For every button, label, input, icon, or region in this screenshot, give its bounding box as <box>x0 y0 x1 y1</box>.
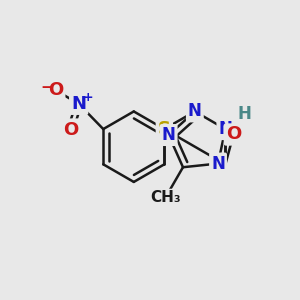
Text: −: − <box>40 80 53 95</box>
Text: N: N <box>218 120 232 138</box>
Text: O: O <box>63 121 78 139</box>
Text: +: + <box>82 91 93 104</box>
Text: CH₃: CH₃ <box>150 190 181 205</box>
Text: N: N <box>188 102 202 120</box>
Text: O: O <box>48 81 63 99</box>
Text: N: N <box>211 154 225 172</box>
Text: N: N <box>162 126 176 144</box>
Text: H: H <box>237 105 251 123</box>
Text: S: S <box>158 120 171 138</box>
Text: N: N <box>71 95 86 113</box>
Text: O: O <box>226 125 241 143</box>
